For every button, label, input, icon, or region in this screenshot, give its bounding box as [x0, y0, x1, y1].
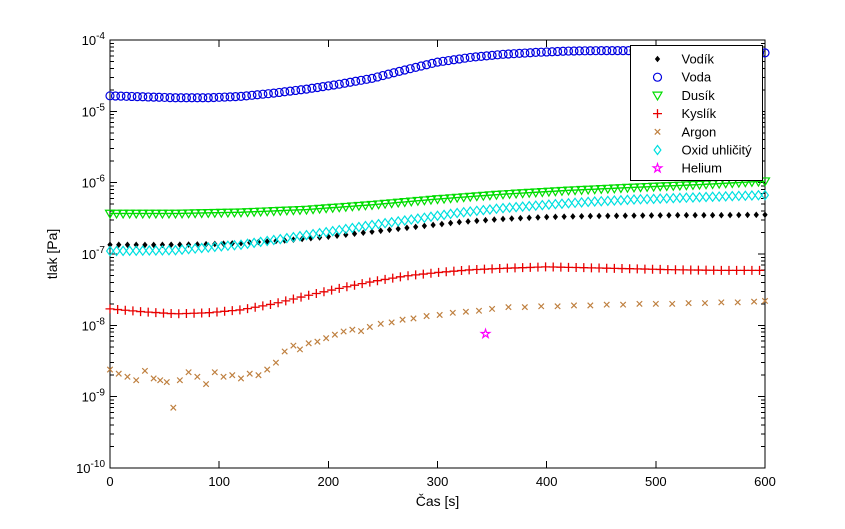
x-tick-label: 300: [427, 474, 449, 489]
x-tick-label: 500: [645, 474, 667, 489]
legend-box: [630, 45, 763, 181]
x-tick-label: 600: [754, 474, 776, 489]
legend-item-1: Vodík: [654, 52, 715, 67]
series-argon: [106, 297, 769, 411]
legend-item-6: Oxid uhličitý: [653, 143, 753, 158]
legend-label: Helium: [682, 161, 722, 176]
legend-item-2: Voda: [652, 70, 712, 85]
legend-label: Vodík: [682, 52, 715, 67]
legend-label: Voda: [682, 70, 712, 85]
x-tick-label: 100: [208, 474, 230, 489]
y-axis-label: tlak [Pa]: [44, 229, 60, 280]
series-helium: [479, 327, 492, 340]
y-tick-label: 10-10: [76, 459, 105, 476]
x-tick-label: 400: [536, 474, 558, 489]
x-tick-label: 0: [106, 474, 113, 489]
y-tick-label: 10-5: [82, 102, 106, 119]
y-tick-label: 10-8: [82, 316, 106, 333]
x-tick-label: 200: [317, 474, 339, 489]
y-tick-label: 10-9: [82, 388, 106, 405]
legend-label: Dusík: [682, 88, 716, 103]
series-dusik: [104, 177, 771, 220]
x-axis: 0 100 200 300 400 500 600 Čas [s]: [106, 40, 776, 509]
series-kyslik: [105, 262, 765, 319]
legend-label: Argon: [682, 124, 717, 139]
legend-item-3: Dusík: [651, 88, 716, 103]
legend-item-4: Kyslík: [653, 106, 717, 121]
y-tick-label: 10-4: [82, 31, 106, 48]
legend-label: Oxid uhličitý: [682, 143, 753, 158]
legend-item-7: Helium: [651, 161, 722, 176]
legend-item-5: Argon: [654, 124, 717, 139]
legend-label: Kyslík: [682, 106, 717, 121]
legend: Vodík Voda Dusík Kyslík Argon Oxid uhličitý He…: [630, 45, 763, 181]
x-axis-label: Čas [s]: [416, 493, 460, 509]
y-tick-label: 10-6: [82, 174, 106, 191]
y-tick-label: 10-7: [82, 245, 106, 262]
series-oxid-uhlicity: [105, 189, 770, 257]
